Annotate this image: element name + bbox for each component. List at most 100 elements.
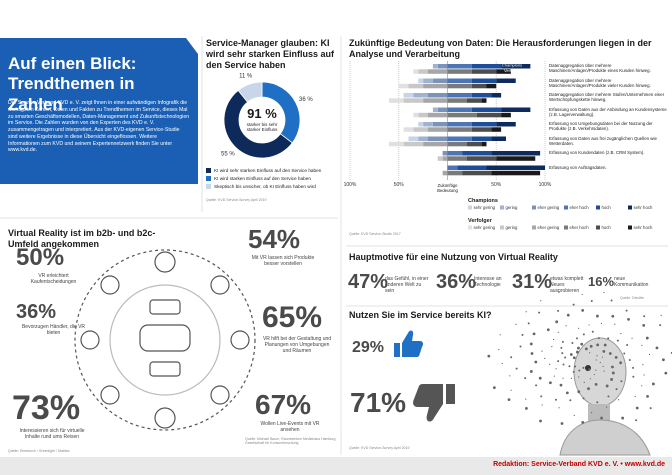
- robot-eye: [585, 365, 591, 371]
- bar-segment: [447, 156, 467, 161]
- legend-swatch: [532, 205, 536, 210]
- particle: [569, 353, 573, 356]
- bar-segment: [447, 98, 467, 103]
- bar-segment: [428, 127, 448, 132]
- particle: [566, 313, 570, 317]
- row-label: Erfassung von Daten aus frei zugängliche…: [549, 135, 657, 146]
- particle: [642, 323, 646, 327]
- particle: [487, 354, 491, 358]
- source: Quelle: Ebenbuch / Greenlight / Statista: [8, 449, 70, 453]
- particle: [595, 369, 597, 371]
- particle: [643, 374, 645, 376]
- particle: [645, 336, 649, 340]
- legend-label: hoch: [602, 205, 612, 210]
- x-tick-label: 100%: [344, 182, 357, 188]
- bar-segment: [432, 122, 448, 127]
- bar-segment: [471, 64, 502, 69]
- particle: [521, 333, 524, 336]
- particle: [530, 352, 534, 355]
- bar-segment: [398, 83, 409, 89]
- particle: [615, 388, 618, 391]
- particle: [610, 299, 613, 302]
- particle: [561, 340, 564, 343]
- particle: [557, 331, 559, 333]
- particle: [549, 363, 551, 366]
- legend-label: hoch: [602, 225, 612, 230]
- particle: [580, 342, 584, 346]
- robot-illustration: [487, 291, 672, 456]
- icon: [149, 361, 181, 377]
- thumb-up: [394, 330, 424, 357]
- particle: [581, 420, 585, 424]
- particle: [594, 382, 598, 386]
- legend-swatch: [564, 205, 568, 210]
- bar-segment: [471, 69, 497, 74]
- legend-label: gering: [506, 225, 519, 230]
- particle: [588, 368, 591, 371]
- section-title: Virtual Reality ist im b2b- und b2c-Umfe…: [8, 228, 156, 249]
- particle: [616, 339, 619, 342]
- particle: [617, 399, 620, 401]
- particle: [648, 353, 651, 356]
- robot-head: [573, 337, 627, 407]
- particle: [597, 337, 600, 340]
- legend-swatch: [500, 205, 504, 210]
- bar-segment: [447, 165, 458, 170]
- bar-segment: [501, 112, 511, 118]
- bar-segment: [437, 156, 443, 161]
- legend-swatch: [628, 205, 632, 210]
- stat-text: Interesse an Technologie: [474, 276, 502, 288]
- donut-value-label: 36 %: [299, 97, 313, 103]
- particle: [584, 347, 588, 351]
- stat-value: 31%: [512, 271, 553, 293]
- intro-text: Der Service-Verband KVD e. V. zeigt Ihne…: [8, 100, 190, 154]
- particle: [627, 317, 630, 321]
- particle: [562, 363, 565, 366]
- bar-segment: [457, 165, 487, 170]
- bar-segment: [413, 112, 419, 118]
- particle: [527, 322, 530, 325]
- legend-swatch: [500, 225, 504, 230]
- icon: [80, 330, 100, 350]
- stat-value: 47%: [348, 271, 389, 293]
- particle: [519, 345, 522, 348]
- particle: [558, 407, 560, 409]
- particle: [600, 416, 603, 420]
- particle: [552, 338, 555, 341]
- legend-label: sehr hoch: [634, 205, 653, 210]
- bar-segment: [428, 136, 448, 141]
- particle: [632, 375, 635, 378]
- thumb-cuff: [446, 384, 455, 404]
- bar-segment: [471, 127, 492, 132]
- particle: [664, 371, 668, 375]
- particle: [582, 333, 585, 336]
- bar-segment: [432, 64, 438, 69]
- section-title: Nutzen Sie im Service bereits KI?: [349, 310, 492, 320]
- row-label: Erfassung von Daten aus der Anbindung an…: [549, 106, 667, 117]
- x-tick-label: 50%: [491, 182, 502, 188]
- particle: [498, 349, 500, 351]
- particle: [590, 411, 593, 414]
- particle: [509, 375, 511, 377]
- bar-segment: [491, 170, 541, 176]
- particle: [635, 419, 638, 422]
- stat-text: VR erleichtert Kaufentscheidungen: [30, 272, 77, 285]
- bar-segment: [447, 93, 472, 98]
- thumb-hand: [413, 384, 443, 422]
- particle: [562, 377, 564, 379]
- legend-group-title: Verfolger: [468, 218, 493, 224]
- particle: [601, 356, 604, 358]
- particle: [541, 350, 543, 352]
- bar-segment: [437, 107, 448, 112]
- bar-segment: [423, 122, 433, 127]
- particle: [606, 406, 608, 408]
- particle: [553, 375, 555, 377]
- particle: [538, 376, 542, 380]
- group-annotation: Champions: [502, 63, 522, 68]
- particle: [525, 311, 527, 313]
- particle: [565, 325, 567, 327]
- particle: [581, 309, 585, 312]
- legend-swatch: [468, 205, 472, 210]
- icon: [210, 275, 230, 295]
- legend-swatch: [206, 184, 211, 189]
